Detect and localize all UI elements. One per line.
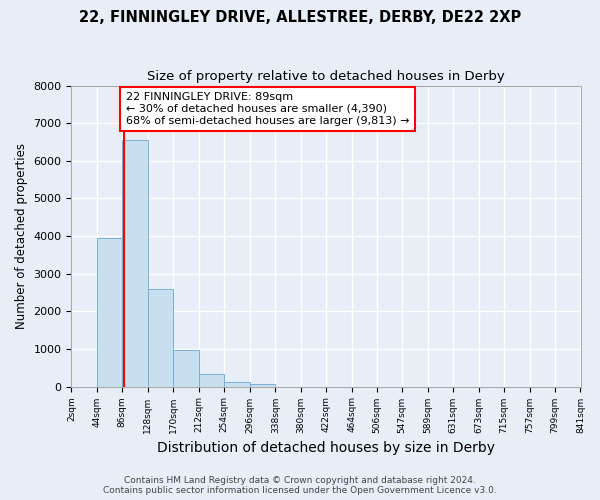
Bar: [224, 382, 250, 386]
X-axis label: Distribution of detached houses by size in Derby: Distribution of detached houses by size …: [157, 441, 495, 455]
Text: 22, FINNINGLEY DRIVE, ALLESTREE, DERBY, DE22 2XP: 22, FINNINGLEY DRIVE, ALLESTREE, DERBY, …: [79, 10, 521, 25]
Bar: [122, 140, 148, 386]
Bar: [148, 288, 173, 386]
Bar: [97, 238, 122, 386]
Bar: [199, 374, 224, 386]
Bar: [250, 384, 275, 386]
Bar: [173, 350, 199, 386]
Text: 22 FINNINGLEY DRIVE: 89sqm
← 30% of detached houses are smaller (4,390)
68% of s: 22 FINNINGLEY DRIVE: 89sqm ← 30% of deta…: [126, 92, 410, 126]
Text: Contains HM Land Registry data © Crown copyright and database right 2024.
Contai: Contains HM Land Registry data © Crown c…: [103, 476, 497, 495]
Y-axis label: Number of detached properties: Number of detached properties: [15, 143, 28, 329]
Title: Size of property relative to detached houses in Derby: Size of property relative to detached ho…: [147, 70, 505, 83]
